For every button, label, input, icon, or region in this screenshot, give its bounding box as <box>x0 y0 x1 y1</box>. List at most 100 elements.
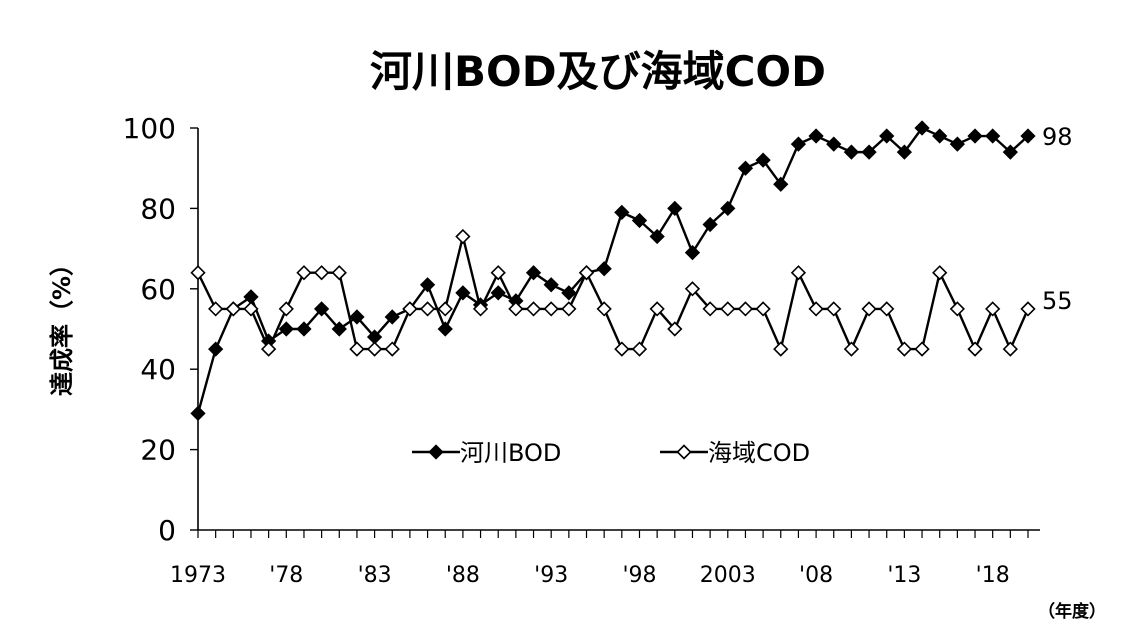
data-point <box>508 301 524 317</box>
data-point <box>614 204 630 221</box>
data-point <box>261 341 277 357</box>
data-point <box>649 228 665 245</box>
data-point <box>755 152 771 168</box>
data-point <box>879 128 895 144</box>
data-point <box>667 321 683 337</box>
x-tick-label: '88 <box>446 563 480 588</box>
data-point <box>614 341 630 357</box>
data-point <box>843 144 860 160</box>
series-sea-cod <box>190 228 1036 357</box>
legend-label: 河川BOD <box>460 439 561 467</box>
data-point <box>561 301 577 317</box>
data-point <box>702 216 718 233</box>
series-layer <box>190 120 1036 422</box>
legend-marker <box>676 444 692 460</box>
data-point <box>296 265 312 281</box>
data-point <box>949 301 965 317</box>
data-point <box>313 301 330 317</box>
y-tick-label: 20 <box>140 434 176 467</box>
data-point <box>914 341 930 357</box>
data-point <box>861 301 877 317</box>
y-tick-label: 40 <box>140 353 176 386</box>
data-point <box>402 301 418 317</box>
end-labels: 98 55 <box>1042 123 1073 315</box>
legend: 河川BOD 海域COD <box>412 439 810 467</box>
y-ticks: 0 20 40 60 80 100 <box>123 112 198 547</box>
data-point <box>826 136 842 152</box>
data-point <box>879 301 895 317</box>
chart-title: 河川BOD及び海域COD <box>370 47 826 96</box>
data-point <box>896 341 913 357</box>
data-point <box>437 301 453 317</box>
data-point <box>208 341 224 357</box>
data-point <box>419 301 436 317</box>
x-tick-label: '98 <box>622 563 656 588</box>
x-tick-label: 1973 <box>170 563 226 588</box>
legend-item: 海域COD <box>660 439 810 467</box>
data-point <box>631 212 648 229</box>
data-point <box>596 261 612 277</box>
data-point <box>384 309 400 325</box>
data-point <box>967 128 983 144</box>
series-river-bod <box>190 120 1036 422</box>
data-point <box>208 301 224 317</box>
y-tick-label: 80 <box>140 192 176 225</box>
data-point <box>932 128 948 144</box>
x-tick-label: '08 <box>799 563 833 588</box>
data-point <box>720 301 736 317</box>
x-tick-label: 2003 <box>700 563 756 588</box>
data-point <box>649 301 665 317</box>
data-point <box>1002 341 1018 357</box>
data-point <box>437 321 453 337</box>
data-point <box>684 244 701 261</box>
data-point <box>808 301 824 317</box>
data-point <box>190 265 206 281</box>
data-point <box>349 341 365 357</box>
data-point <box>684 281 701 297</box>
y-tick-label: 100 <box>123 112 176 145</box>
data-point <box>296 321 312 337</box>
data-point <box>490 265 506 281</box>
data-point <box>702 301 718 317</box>
data-point <box>1020 301 1036 317</box>
y-axis-label: 達成率（%） <box>48 252 76 396</box>
data-point <box>455 228 471 245</box>
data-point <box>331 321 347 337</box>
x-ticks: 1973 '78 '83 '88 '93 '98 2003 '08 '13 '18 <box>170 530 1029 588</box>
data-point <box>967 341 983 357</box>
data-point <box>349 309 365 325</box>
data-point <box>896 144 913 160</box>
data-point <box>278 301 294 317</box>
axes <box>197 128 1040 531</box>
data-point <box>790 136 807 152</box>
x-tick-label: '83 <box>358 563 392 588</box>
x-tick-label: '93 <box>534 563 568 588</box>
data-point <box>472 301 489 317</box>
data-point <box>190 405 206 422</box>
data-point <box>949 136 965 152</box>
data-point <box>773 341 789 357</box>
data-point <box>525 265 542 281</box>
data-point <box>543 277 559 293</box>
data-point <box>490 285 506 301</box>
data-point <box>631 341 648 357</box>
end-value-label: 98 <box>1042 123 1073 151</box>
data-point <box>455 285 471 301</box>
data-point <box>525 301 542 317</box>
data-point <box>861 144 877 160</box>
x-axis-unit: （年度） <box>1038 601 1106 622</box>
data-point <box>843 341 860 357</box>
data-point <box>384 341 400 357</box>
series-line <box>196 236 1030 353</box>
data-point <box>826 301 842 317</box>
data-point <box>313 265 330 281</box>
x-tick-label: '13 <box>887 563 921 588</box>
data-point <box>543 301 559 317</box>
legend-label: 海域COD <box>708 439 810 467</box>
legend-item: 河川BOD <box>412 439 561 467</box>
data-point <box>737 301 754 317</box>
y-tick-label: 60 <box>140 273 176 306</box>
data-point <box>808 128 824 144</box>
data-point <box>1002 144 1018 160</box>
